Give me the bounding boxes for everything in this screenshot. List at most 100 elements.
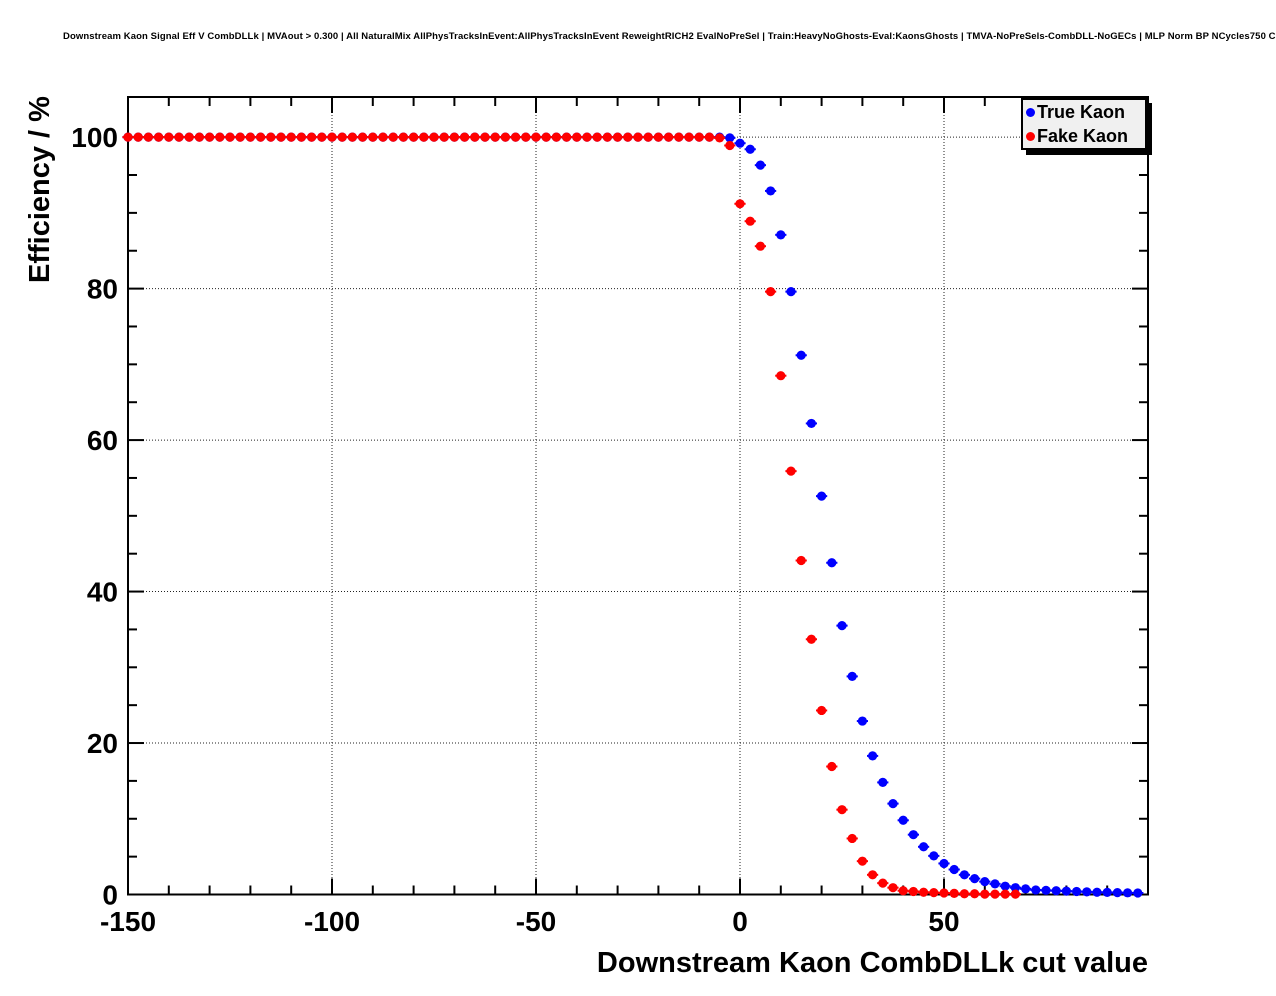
data-point-fake-kaon (1000, 889, 1010, 899)
data-point-fake-kaon (857, 856, 868, 866)
data-point-fake-kaon (755, 241, 766, 251)
data-point-true-kaon (1031, 885, 1041, 895)
data-point-fake-kaon (766, 287, 776, 297)
legend: True Kaon Fake Kaon (1021, 98, 1147, 150)
x-tick-label: -150 (100, 906, 156, 937)
x-tick-label: 0 (732, 906, 748, 937)
data-point-fake-kaon (256, 132, 266, 142)
data-point-fake-kaon (562, 132, 572, 142)
data-point-fake-kaon (266, 132, 276, 142)
data-point-fake-kaon (398, 132, 408, 142)
data-point-fake-kaon (959, 889, 970, 899)
data-point-fake-kaon (704, 132, 715, 142)
data-point-fake-kaon (500, 132, 510, 142)
data-point-true-kaon (898, 815, 908, 825)
plot-title: Downstream Kaon Signal Eff V CombDLLk | … (63, 31, 1276, 42)
data-point-fake-kaon (796, 555, 806, 566)
data-point-fake-kaon (460, 132, 470, 142)
data-point-true-kaon (1133, 888, 1143, 898)
y-axis-title: Efficiency / % (24, 96, 56, 283)
data-point-fake-kaon (133, 132, 143, 142)
data-point-fake-kaon (572, 132, 582, 142)
data-point-fake-kaon (531, 132, 541, 142)
data-point-true-kaon (1092, 887, 1102, 897)
data-point-fake-kaon (551, 132, 562, 142)
data-point-fake-kaon (123, 132, 133, 142)
data-point-fake-kaon (510, 132, 521, 142)
data-point-true-kaon (857, 716, 868, 726)
data-point-fake-kaon (786, 466, 796, 476)
data-point-fake-kaon (286, 132, 296, 142)
data-point-fake-kaon (388, 132, 398, 142)
data-point-true-kaon (980, 877, 990, 887)
data-point-fake-kaon (592, 132, 602, 142)
data-point-true-kaon (776, 230, 786, 240)
data-point-true-kaon (939, 858, 949, 869)
data-point-fake-kaon (694, 132, 704, 142)
data-point-fake-kaon (409, 132, 419, 142)
data-point-true-kaon (868, 751, 878, 761)
x-axis-title: Downstream Kaon CombDLLk cut value (596, 947, 1148, 979)
data-point-fake-kaon (868, 870, 878, 880)
x-tick-label: 50 (928, 906, 959, 937)
data-point-fake-kaon (235, 132, 245, 142)
data-point-fake-kaon (949, 888, 959, 898)
data-point-fake-kaon (296, 132, 306, 142)
data-point-true-kaon (949, 864, 959, 875)
x-tick-label: -50 (516, 906, 556, 937)
data-point-fake-kaon (908, 886, 919, 897)
legend-entry-fake-kaon: Fake Kaon (1023, 124, 1145, 148)
data-point-fake-kaon (276, 132, 286, 142)
data-point-fake-kaon (939, 888, 949, 898)
data-point-true-kaon (766, 186, 776, 196)
data-point-fake-kaon (470, 132, 480, 142)
data-point-fake-kaon (174, 132, 184, 142)
data-point-fake-kaon (1010, 889, 1021, 899)
data-point-true-kaon (970, 873, 980, 884)
data-point-true-kaon (888, 799, 898, 809)
data-point-true-kaon (837, 621, 847, 631)
data-point-fake-kaon (439, 132, 449, 142)
data-point-fake-kaon (582, 132, 592, 142)
data-point-true-kaon (796, 350, 806, 360)
legend-entry-true-kaon: True Kaon (1023, 100, 1145, 124)
data-point-true-kaon (1112, 888, 1122, 898)
data-point-true-kaon (929, 851, 939, 861)
data-point-true-kaon (878, 777, 888, 788)
data-point-fake-kaon (898, 886, 908, 896)
plot-frame (127, 96, 1149, 896)
data-point-fake-kaon (735, 199, 745, 209)
data-point-true-kaon (1000, 881, 1010, 891)
data-point-fake-kaon (623, 132, 633, 142)
data-point-fake-kaon (817, 705, 827, 716)
data-point-fake-kaon (970, 889, 980, 899)
data-point-true-kaon (827, 558, 837, 568)
data-point-true-kaon (1041, 885, 1051, 895)
data-point-true-kaon (959, 870, 970, 880)
data-point-fake-kaon (205, 132, 215, 142)
y-tick-label: 80 (87, 273, 118, 304)
y-tick-label: 100 (71, 122, 118, 153)
data-point-fake-kaon (378, 132, 388, 142)
data-point-fake-kaon (664, 132, 674, 142)
data-point-fake-kaon (725, 140, 735, 151)
data-point-fake-kaon (490, 132, 500, 142)
data-point-true-kaon (847, 671, 857, 681)
data-point-true-kaon (919, 842, 929, 852)
data-point-fake-kaon (837, 805, 847, 815)
data-point-fake-kaon (888, 883, 898, 893)
data-point-fake-kaon (684, 132, 694, 142)
data-point-fake-kaon (337, 132, 347, 142)
data-point-true-kaon (1072, 886, 1082, 897)
data-point-fake-kaon (419, 132, 429, 142)
data-point-fake-kaon (827, 761, 837, 772)
data-point-fake-kaon (878, 878, 888, 888)
y-tick-label: 40 (87, 576, 118, 607)
data-point-fake-kaon (541, 132, 551, 142)
data-point-true-kaon (786, 287, 796, 297)
data-point-fake-kaon (990, 889, 1000, 899)
data-point-true-kaon (725, 133, 735, 143)
legend-marker-fake-kaon (1026, 131, 1035, 141)
